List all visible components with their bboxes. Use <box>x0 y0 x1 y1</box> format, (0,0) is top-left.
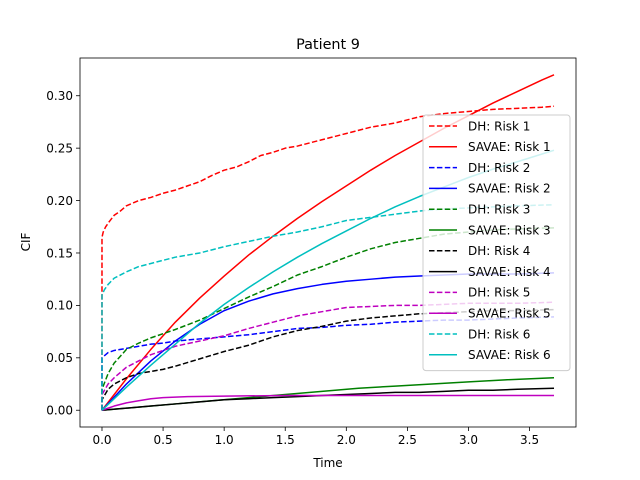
axes-frame <box>79 57 577 428</box>
y-tick-label: 0.15 <box>46 246 73 260</box>
y-tick-label: 0.25 <box>46 141 73 155</box>
legend-label: SAVAE: Risk 6 <box>468 348 551 362</box>
x-tick-label: 1.0 <box>215 433 234 447</box>
x-tick-label: 1.5 <box>276 433 295 447</box>
x-tick-label: 0.5 <box>154 433 173 447</box>
legend-label: DH: Risk 6 <box>468 327 530 341</box>
legend-label: DH: Risk 1 <box>468 119 530 133</box>
y-tick-label: 0.10 <box>46 299 73 313</box>
legend-label: DH: Risk 4 <box>468 244 530 258</box>
y-axis-ticks: 0.00 0.05 0.10 0.15 0.20 0.25 0.30 <box>46 89 80 418</box>
legend-label: DH: Risk 3 <box>468 203 530 217</box>
x-tick-label: 3.0 <box>459 433 478 447</box>
legend: DH: Risk 1 SAVAE: Risk 1 DH: Risk 2 SAVAE: … <box>422 114 571 372</box>
y-tick-label: 0.30 <box>46 89 73 103</box>
y-tick-label: 0.05 <box>46 351 73 365</box>
x-axis-label: Time <box>312 456 342 470</box>
x-tick-label: 2.5 <box>398 433 417 447</box>
legend-label: SAVAE: Risk 1 <box>468 140 551 154</box>
series-line-10 <box>101 394 555 411</box>
x-tick-label: 3.5 <box>520 433 539 447</box>
legend-label: DH: Risk 5 <box>468 286 530 300</box>
x-tick-label: 2.0 <box>337 433 356 447</box>
series-line-3 <box>101 316 555 411</box>
x-axis-ticks: 0.0 0.5 1.0 1.5 2.0 2.5 3.0 3.5 <box>92 427 539 447</box>
y-tick-label: 0.20 <box>46 194 73 208</box>
y-tick-label: 0.00 <box>46 404 73 418</box>
y-axis-label: CIF <box>19 232 33 251</box>
x-tick-label: 0.0 <box>92 433 111 447</box>
chart-title: Patient 9 <box>296 37 360 53</box>
legend-label: SAVAE: Risk 4 <box>468 265 551 279</box>
legend-label: DH: Risk 2 <box>468 161 530 175</box>
legend-label: SAVAE: Risk 2 <box>468 182 551 196</box>
series-line-2 <box>101 74 555 411</box>
legend-box <box>422 114 571 372</box>
legend-label: SAVAE: Risk 3 <box>468 223 551 237</box>
legend-label: SAVAE: Risk 5 <box>468 307 551 321</box>
